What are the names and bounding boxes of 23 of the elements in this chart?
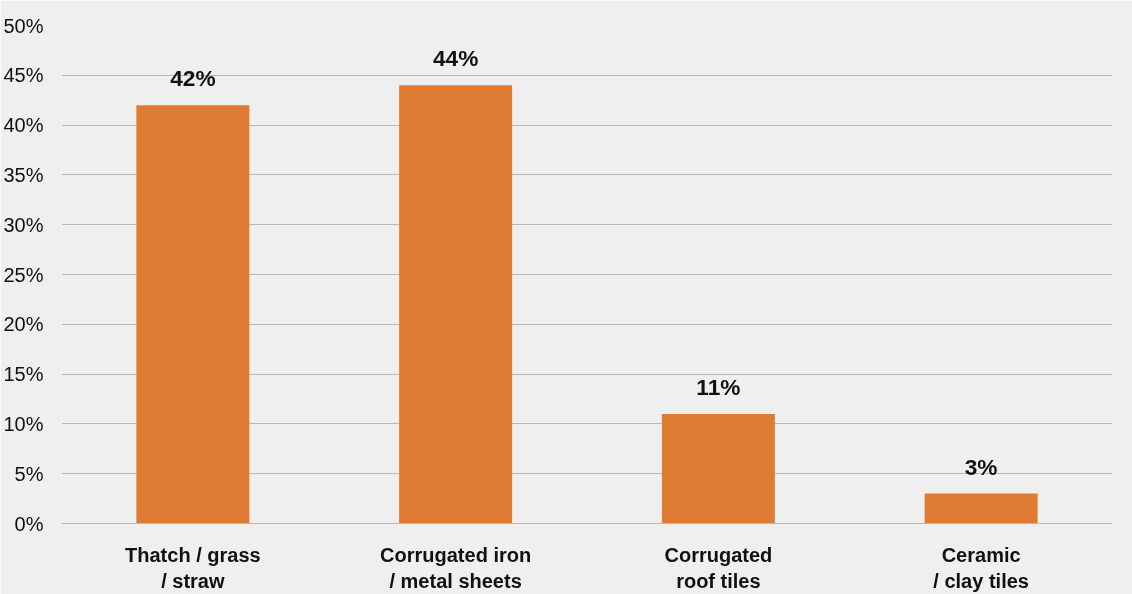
data-label: 11% — [696, 373, 741, 400]
y-tick-label: 40% — [3, 114, 44, 137]
data-label: 42% — [170, 65, 216, 92]
bar — [136, 105, 250, 524]
y-tick-label: 50% — [3, 14, 44, 37]
x-tick-label: Corrugated roof tiles — [664, 543, 773, 592]
x-tick-label: Thatch / grass / straw — [125, 543, 261, 592]
y-tick-label: 35% — [3, 163, 44, 186]
x-tick-label: Ceramic / clay tiles — [933, 543, 1029, 592]
x-tick-label: Corrugated iron / metal sheets — [380, 543, 532, 592]
y-tick-label: 30% — [3, 213, 44, 236]
bar — [399, 85, 513, 524]
y-tick-label: 20% — [3, 313, 44, 336]
data-label: 3% — [964, 453, 998, 480]
bar — [661, 413, 775, 524]
y-tick-label: 25% — [3, 263, 44, 286]
y-tick-label: 5% — [14, 462, 44, 485]
bar — [924, 493, 1038, 524]
y-tick-label: 10% — [3, 412, 44, 435]
data-label: 44% — [432, 45, 479, 72]
y-tick-label: 45% — [3, 64, 44, 87]
y-tick-label: 15% — [3, 363, 44, 386]
y-tick-label: 0% — [14, 512, 44, 535]
